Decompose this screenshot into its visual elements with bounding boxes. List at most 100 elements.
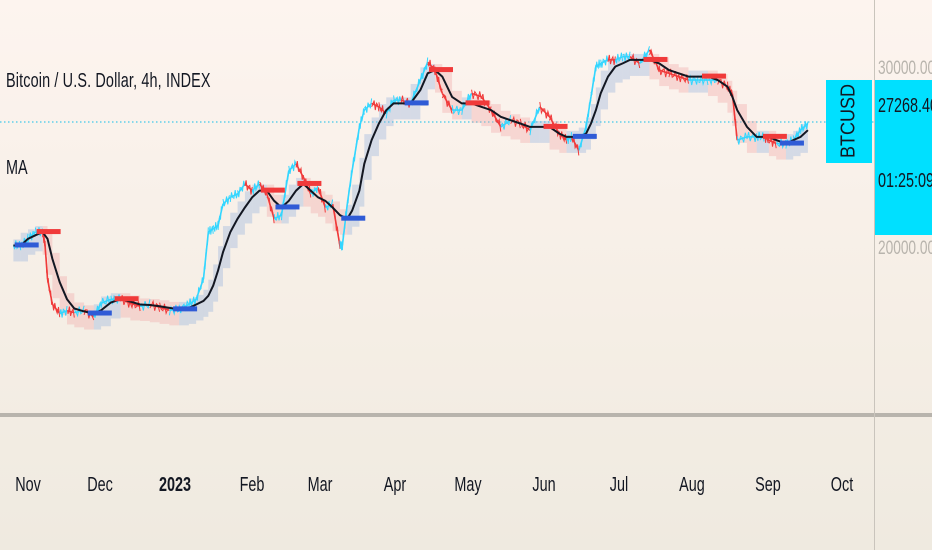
price-noise — [229, 190, 239, 203]
trend-zone — [566, 130, 572, 153]
price-noise — [244, 180, 253, 195]
trend-zone — [461, 97, 472, 120]
trend-zone — [668, 64, 679, 90]
price-noise — [273, 211, 282, 221]
price-noise — [237, 180, 246, 198]
trend-zone — [52, 252, 60, 299]
time-tick-2023: 2023 — [158, 474, 192, 496]
trend-zone — [371, 117, 379, 157]
price-noise — [800, 121, 809, 134]
price-noise — [83, 309, 95, 321]
time-tick-jul: Jul — [609, 474, 629, 496]
trend-zone — [378, 104, 387, 140]
price-noise — [590, 64, 597, 96]
trend-zone — [800, 124, 808, 153]
price-noise — [346, 169, 353, 204]
trend-zone — [400, 97, 411, 120]
price-noise — [222, 195, 231, 207]
trend-zone — [452, 90, 462, 120]
trend-zone — [230, 212, 238, 249]
trend-zone — [66, 293, 75, 325]
trend-zone — [13, 239, 21, 262]
trend-zone — [539, 120, 550, 143]
time-tick-aug: Aug — [679, 474, 705, 496]
trend-zone — [196, 294, 204, 321]
trend-zone — [332, 201, 340, 232]
price-segment — [100, 298, 112, 304]
trend-zone — [608, 60, 616, 93]
bar-countdown: 01:25:09 — [878, 170, 932, 192]
price-segment — [539, 106, 551, 118]
trend-zone — [737, 104, 747, 143]
trend-zone — [785, 134, 794, 160]
pane-separator[interactable] — [0, 413, 932, 417]
trend-zone — [213, 264, 219, 302]
trend-zone — [310, 184, 319, 214]
trend-zone — [110, 293, 121, 319]
price-noise — [451, 105, 462, 116]
trend-marker — [341, 215, 366, 221]
trend-zone — [93, 304, 102, 330]
price-tick-30000: 30000.00 — [878, 58, 932, 79]
trend-zone — [203, 289, 209, 317]
trend-zone — [303, 177, 311, 207]
trend-marker — [701, 73, 726, 79]
price-noise — [490, 109, 502, 132]
trend-marker — [275, 204, 300, 210]
trend-marker — [260, 187, 285, 193]
trend-zone — [266, 184, 275, 217]
indicator-label[interactable]: MA — [6, 157, 28, 179]
last-price-value: 27268.40 — [878, 95, 932, 117]
trend-zone — [59, 276, 67, 316]
price-noise — [59, 306, 68, 318]
trend-zone — [35, 226, 43, 252]
trend-zone — [520, 117, 531, 143]
price-noise — [73, 305, 85, 318]
ma-line — [13, 58, 809, 315]
trend-zone — [586, 117, 591, 150]
price-noise — [251, 180, 260, 196]
price-noise — [208, 226, 214, 235]
time-tick-nov: Nov — [15, 474, 41, 496]
trend-zone — [74, 302, 85, 328]
trend-marker — [643, 56, 668, 62]
trend-zone — [688, 70, 699, 93]
price-segment — [658, 69, 670, 75]
price-noise — [266, 196, 275, 224]
trend-zone — [325, 194, 333, 224]
symbol-label-box — [826, 80, 872, 163]
trend-zone — [756, 130, 765, 153]
trend-zone — [471, 97, 482, 123]
trend-markers — [14, 56, 804, 316]
price-noise — [434, 66, 443, 93]
price-noise — [678, 73, 689, 84]
trend-marker — [779, 140, 804, 146]
trend-zone — [252, 184, 260, 214]
price-noise — [607, 54, 616, 65]
trend-zone — [481, 100, 492, 127]
trend-zone — [318, 191, 326, 217]
price-noise — [195, 277, 204, 301]
trend-zone — [393, 97, 401, 120]
trend-zone — [649, 53, 660, 80]
trend-zones — [13, 53, 808, 330]
trend-marker — [87, 310, 112, 316]
price-noise — [768, 137, 777, 149]
trend-zone — [288, 184, 297, 217]
trend-zone — [222, 226, 231, 269]
trend-zone — [28, 229, 36, 255]
time-tick-mar: Mar — [307, 474, 333, 496]
price-noise — [727, 81, 733, 97]
price-segment — [500, 119, 512, 128]
trend-zone — [571, 130, 579, 153]
price-segment — [130, 302, 141, 308]
trend-zone — [559, 127, 567, 153]
trend-zone — [707, 70, 718, 97]
last-price-box — [875, 80, 932, 235]
price-noise — [93, 301, 102, 318]
price-noise — [363, 98, 373, 113]
chart-title: Bitcoin / U.S. Dollar, 4h, INDEX — [6, 70, 211, 92]
trend-marker — [572, 133, 597, 139]
trend-marker — [297, 180, 322, 186]
